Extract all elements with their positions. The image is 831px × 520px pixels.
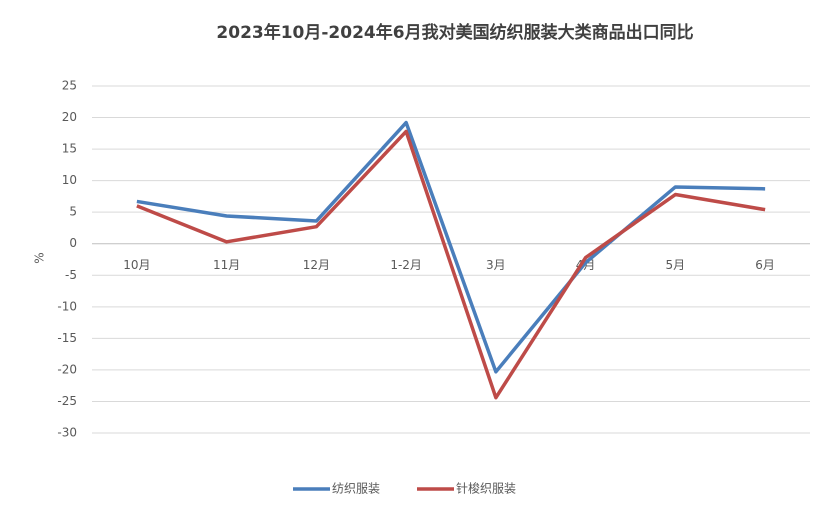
legend-label: 纺织服装 bbox=[332, 482, 380, 496]
y-tick-label: -15 bbox=[57, 331, 77, 345]
y-axis-label: % bbox=[33, 252, 47, 263]
y-tick-label: 0 bbox=[69, 236, 77, 250]
x-tick-label: 6月 bbox=[755, 258, 775, 272]
x-tick-label: 3月 bbox=[486, 258, 506, 272]
legend-label: 针梭织服装 bbox=[456, 481, 516, 496]
y-tick-label: 10 bbox=[62, 173, 77, 187]
x-tick-label: 11月 bbox=[213, 258, 240, 272]
x-tick-label: 1-2月 bbox=[390, 258, 422, 272]
y-tick-label: -20 bbox=[57, 362, 77, 376]
x-tick-label: 5月 bbox=[666, 258, 686, 272]
y-tick-label: -10 bbox=[57, 299, 77, 313]
y-tick-label: 15 bbox=[62, 142, 77, 156]
y-tick-label: 25 bbox=[62, 79, 77, 93]
y-tick-label: -30 bbox=[57, 426, 77, 440]
x-tick-label: 10月 bbox=[123, 258, 150, 272]
line-series bbox=[136, 129, 766, 400]
y-tick-label: -25 bbox=[57, 394, 77, 408]
x-tick-label: 12月 bbox=[303, 258, 330, 272]
chart-title: 2023年10月-2024年6月我对美国纺织服装大类商品出口同比 bbox=[216, 22, 693, 43]
line-series bbox=[136, 120, 766, 374]
y-tick-label: 5 bbox=[69, 205, 77, 219]
y-tick-label: 20 bbox=[62, 110, 77, 124]
y-tick-label: -5 bbox=[65, 268, 77, 282]
